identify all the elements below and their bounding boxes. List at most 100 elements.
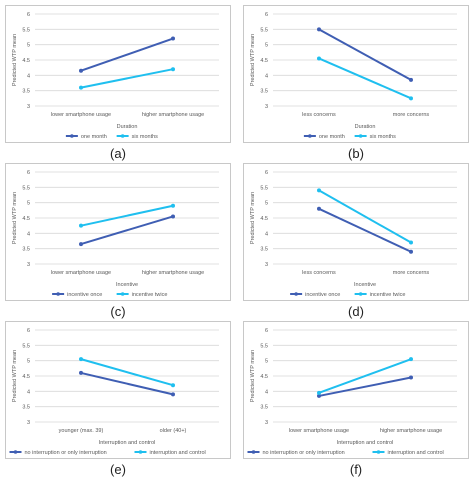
y-tick-label: 6: [27, 170, 30, 176]
y-tick-label: 3.5: [22, 405, 30, 411]
legend-marker: [56, 292, 60, 296]
x-tick-label: lower smartphone usage: [51, 270, 111, 276]
panel-label-f: (f): [349, 462, 363, 477]
legend-label: no interruption or only interruption: [25, 450, 107, 456]
x-tick-label: higher smartphone usage: [142, 270, 204, 276]
y-tick-label: 5.5: [22, 27, 30, 33]
x-axis-label: Interruption and control: [99, 440, 156, 446]
x-tick-label: younger (max. 39): [59, 428, 104, 434]
data-point: [79, 223, 83, 228]
y-tick-label: 3.5: [260, 405, 268, 411]
y-tick-label: 6: [265, 170, 268, 176]
data-point: [79, 370, 83, 375]
chart-panel-e: [5, 321, 231, 459]
x-axis-label: Incentive: [354, 282, 376, 288]
data-point: [171, 392, 175, 397]
y-tick-label: 5.5: [260, 343, 268, 349]
y-tick-label: 4: [27, 389, 30, 395]
chart-d: 3 3.5 4 4.5 5 5.5 6 Predicted WTP mean less conc…: [250, 170, 457, 298]
legend-label: incentive twice: [370, 292, 406, 298]
x-tick-label: older (40+): [160, 428, 187, 434]
data-point: [317, 390, 321, 395]
y-tick-label: 4: [265, 389, 268, 395]
legend-marker: [308, 134, 312, 138]
data-point: [79, 357, 83, 362]
chart-a: 3 3.5 4 4.5 5 5.5 6 Predicted WTP mean lower sma…: [12, 12, 219, 140]
data-point: [409, 240, 413, 245]
y-axis-label: Predicted WTP mean: [250, 192, 256, 244]
legend-marker: [13, 450, 18, 454]
chart-panel-d: [243, 163, 469, 301]
y-tick-label: 5: [265, 201, 268, 207]
data-point: [79, 85, 83, 90]
y-tick-label: 5: [27, 43, 30, 49]
y-tick-label: 4: [265, 73, 268, 79]
y-tick-label: 5.5: [260, 185, 268, 191]
legend-label: incentive twice: [132, 292, 168, 298]
x-tick-label: higher smartphone usage: [142, 112, 204, 118]
y-tick-label: 3: [265, 104, 268, 110]
y-tick-label: 3: [27, 262, 30, 268]
data-point: [409, 96, 413, 101]
data-point: [79, 68, 83, 73]
data-point: [409, 357, 413, 362]
legend-label: one month: [81, 134, 107, 140]
x-axis-label: Duration: [355, 124, 376, 130]
data-point: [317, 56, 321, 61]
legend-label: incentive once: [305, 292, 340, 298]
y-tick-label: 3.5: [260, 89, 268, 95]
chart-panel-f: [243, 321, 469, 459]
series-line-0: [318, 207, 412, 253]
y-tick-label: 4: [27, 231, 30, 237]
series-line-1: [80, 358, 174, 387]
x-tick-label: less concerns: [302, 270, 336, 276]
y-tick-label: 3: [265, 420, 268, 426]
series-line-1: [318, 189, 412, 244]
data-point: [171, 36, 175, 41]
legend-label: one month: [319, 134, 345, 140]
y-tick-label: 5: [265, 43, 268, 49]
data-point: [171, 383, 175, 388]
data-point: [317, 188, 321, 193]
data-point: [317, 27, 321, 32]
panel-label-e: (e): [110, 462, 126, 477]
legend-label: six months: [132, 134, 159, 140]
x-axis-label: Incentive: [116, 282, 138, 288]
y-axis-label: Predicted WTP mean: [12, 192, 18, 244]
x-tick-label: lower smartphone usage: [51, 112, 111, 118]
panel-label-d: (d): [348, 304, 364, 319]
x-tick-label: lower smartphone usage: [289, 428, 349, 434]
y-tick-label: 4.5: [260, 58, 268, 64]
y-tick-label: 4.5: [22, 374, 30, 380]
chart-e: 3 3.5 4 4.5 5 5.5 6 Predicted WTP mean younger (…: [9, 328, 219, 456]
x-axis-label: Duration: [117, 124, 138, 130]
series-line-0: [318, 28, 412, 81]
x-axis-label: Interruption and control: [337, 440, 394, 446]
series-line-0: [80, 37, 174, 72]
legend-label: interruption and control: [150, 450, 206, 456]
y-tick-label: 5.5: [260, 27, 268, 33]
y-tick-label: 5: [27, 359, 30, 365]
data-point: [171, 67, 175, 72]
y-tick-label: 4.5: [260, 216, 268, 222]
y-tick-label: 6: [27, 328, 30, 334]
y-tick-label: 3.5: [22, 247, 30, 253]
y-axis-label: Predicted WTP mean: [250, 350, 256, 402]
y-tick-label: 3: [27, 104, 30, 110]
y-tick-label: 5.5: [22, 343, 30, 349]
y-axis-label: Predicted WTP mean: [250, 34, 256, 86]
legend-marker: [120, 292, 125, 296]
series-line-0: [318, 376, 412, 397]
series-line-0: [80, 215, 174, 246]
y-tick-label: 4: [27, 73, 30, 79]
panel-label-c: (c): [110, 304, 126, 319]
y-tick-label: 3.5: [260, 247, 268, 253]
legend-label: interruption and control: [388, 450, 444, 456]
chart-c: 3 3.5 4 4.5 5 5.5 6 Predicted WTP mean lower sma…: [12, 170, 219, 298]
data-point: [409, 375, 413, 380]
x-tick-label: higher smartphone usage: [380, 428, 442, 434]
series-line-1: [80, 204, 174, 227]
y-tick-label: 4.5: [22, 58, 30, 64]
y-tick-label: 5.5: [22, 185, 30, 191]
legend-marker: [70, 134, 74, 138]
